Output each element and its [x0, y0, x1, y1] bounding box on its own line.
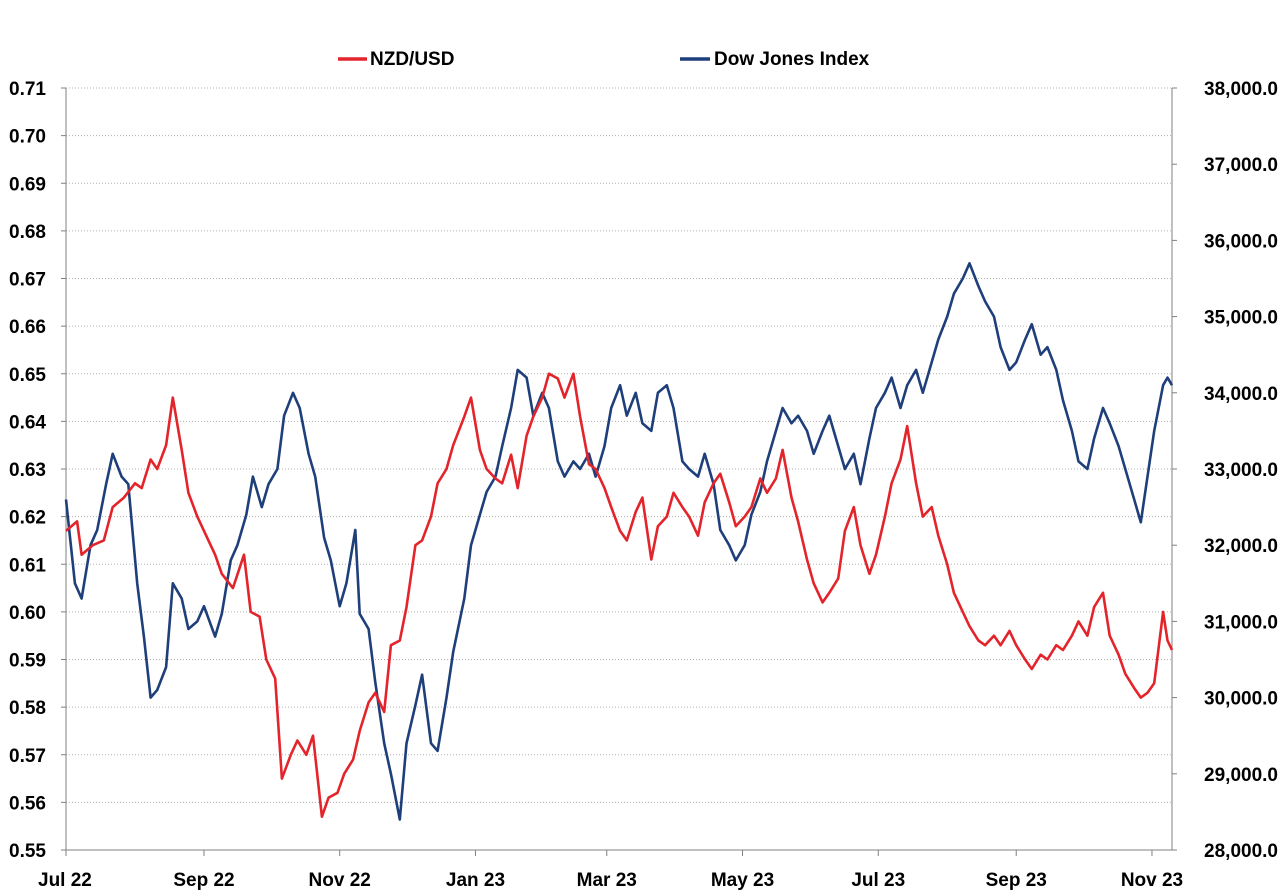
- left-tick-label: 0.58: [9, 698, 46, 719]
- x-tick-label: Sep 23: [986, 870, 1047, 891]
- x-tick-label: Nov 22: [309, 870, 371, 891]
- left-tick-label: 0.60: [9, 603, 46, 624]
- series-line-nzdusd: [65, 372, 1174, 818]
- left-tick-label: 0.67: [9, 270, 46, 291]
- series-line-dow-jones: [64, 262, 1174, 821]
- left-tick-label: 0.57: [9, 746, 46, 767]
- right-tick-label: 36,000.0: [1204, 231, 1278, 252]
- legend-label-nzdusd: NZD/USD: [370, 49, 454, 70]
- right-tick-label: 37,000.0: [1204, 155, 1278, 176]
- series-lines: [64, 262, 1174, 821]
- right-tick-label: 34,000.0: [1204, 384, 1278, 405]
- left-tick-label: 0.64: [9, 412, 46, 433]
- right-tick-label: 31,000.0: [1204, 612, 1278, 633]
- left-tick-label: 0.56: [9, 793, 46, 814]
- right-tick-label: 28,000.0: [1204, 841, 1278, 862]
- right-tick-label: 29,000.0: [1204, 765, 1278, 786]
- left-tick-label: 0.62: [9, 508, 46, 529]
- x-axis-ticks: Jul 22 Sep 22 Nov 22 Jan 23 Mar 23 May 23 Jul …: [38, 850, 1183, 891]
- right-y-axis-ticks: 28,000.0 29,000.0 30,000.0 31,000.0 32,000.0…: [1172, 79, 1278, 862]
- left-tick-label: 0.70: [9, 127, 46, 148]
- left-tick-label: 0.61: [9, 555, 46, 576]
- legend-label-dow-jones: Dow Jones Index: [714, 49, 870, 70]
- right-tick-label: 33,000.0: [1204, 460, 1278, 481]
- left-tick-label: 0.65: [9, 365, 46, 386]
- left-tick-label: 0.59: [9, 651, 46, 672]
- legend: NZD/USD Dow Jones Index: [338, 49, 870, 70]
- right-tick-label: 38,000.0: [1204, 79, 1278, 100]
- x-tick-label: Jul 22: [38, 870, 92, 891]
- left-tick-label: 0.68: [9, 222, 46, 243]
- right-tick-label: 35,000.0: [1204, 308, 1278, 329]
- left-tick-label: 0.55: [9, 841, 46, 862]
- x-tick-label: Nov 23: [1121, 870, 1183, 891]
- left-tick-label: 0.63: [9, 460, 46, 481]
- left-tick-label: 0.71: [9, 79, 46, 100]
- left-y-axis-ticks: 0.55 0.56 0.57 0.58 0.59 0.60 0.61 0.62 0.63 0.64…: [9, 79, 66, 862]
- left-tick-label: 0.69: [9, 174, 46, 195]
- right-tick-label: 30,000.0: [1204, 689, 1278, 710]
- grid-lines: [66, 87, 1172, 803]
- x-tick-label: Jan 23: [446, 870, 505, 891]
- x-tick-label: Sep 22: [173, 870, 234, 891]
- x-tick-label: Jul 23: [851, 870, 905, 891]
- x-tick-label: Mar 23: [577, 870, 637, 891]
- left-tick-label: 0.66: [9, 317, 46, 338]
- x-tick-label: May 23: [711, 870, 774, 891]
- right-tick-label: 32,000.0: [1204, 536, 1278, 557]
